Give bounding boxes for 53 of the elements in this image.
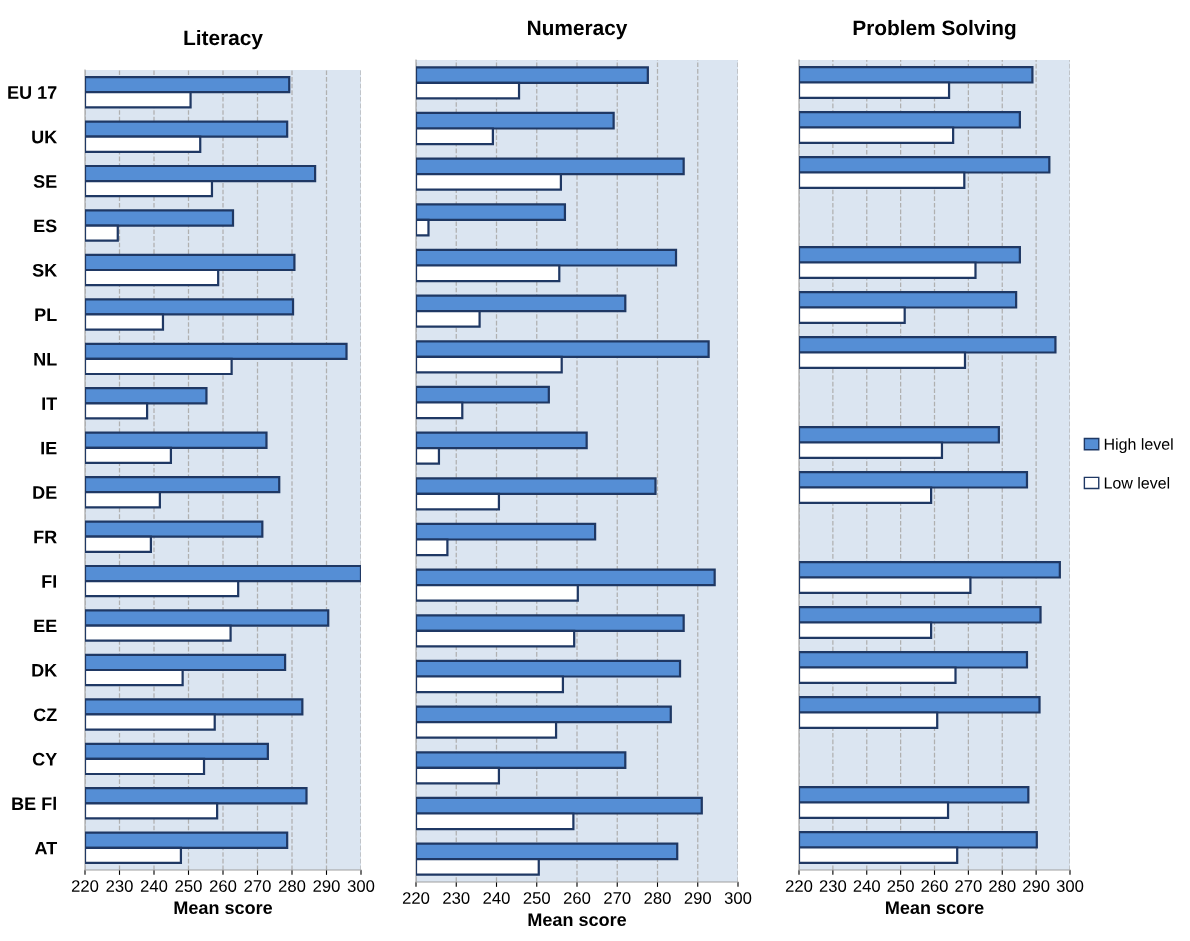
x-tick-label: 220 bbox=[785, 880, 813, 892]
x-tick-label: 280 bbox=[989, 880, 1016, 892]
x-tick-label: 260 bbox=[209, 880, 237, 892]
y-tick-label: EU 17 bbox=[8, 86, 57, 99]
y-tick-label: CZ bbox=[33, 708, 57, 722]
x-tick-label: 270 bbox=[244, 880, 271, 892]
y-tick-label: UK bbox=[32, 130, 58, 144]
x-tick-label: 260 bbox=[921, 880, 948, 892]
x-tick-label: 300 bbox=[347, 880, 375, 892]
x-tick-label: 250 bbox=[887, 880, 914, 892]
x-tick-label: 290 bbox=[313, 880, 340, 892]
x-tick-label: 270 bbox=[604, 892, 631, 904]
chart-title: Numeracy bbox=[528, 20, 628, 40]
legend-label: Low level bbox=[1104, 476, 1170, 489]
x-tick-label: 300 bbox=[1056, 880, 1084, 892]
y-tick-label: IE bbox=[41, 441, 57, 455]
y-tick-label: SK bbox=[32, 263, 58, 277]
x-axis-title: Mean score bbox=[174, 901, 273, 915]
x-tick-label: 300 bbox=[724, 892, 752, 904]
x-tick-label: 290 bbox=[1023, 880, 1050, 892]
x-tick-label: 280 bbox=[278, 880, 306, 892]
x-axis-title: Mean score bbox=[886, 901, 984, 915]
y-tick-label: NL bbox=[34, 353, 57, 366]
y-tick-label: DE bbox=[33, 486, 57, 499]
y-tick-label: FI bbox=[42, 575, 57, 588]
x-tick-label: 280 bbox=[644, 892, 671, 904]
y-tick-label: SE bbox=[33, 175, 57, 188]
x-tick-label: 250 bbox=[175, 880, 202, 892]
x-axis-title: Mean score bbox=[528, 913, 627, 927]
chart-title: Literacy bbox=[184, 29, 263, 50]
chart-title: Problem Solving bbox=[853, 19, 1016, 40]
y-tick-label: AT bbox=[34, 841, 58, 855]
y-tick-label: FR bbox=[34, 530, 57, 544]
x-tick-label: 250 bbox=[523, 892, 550, 904]
y-tick-label: BE Fl bbox=[12, 796, 56, 810]
legend-label: High level bbox=[1104, 438, 1173, 454]
y-tick-label: EE bbox=[34, 619, 57, 633]
x-tick-label: 270 bbox=[955, 880, 982, 892]
x-tick-label: 290 bbox=[684, 892, 711, 904]
y-tick-label: IT bbox=[42, 397, 58, 410]
x-tick-label: 240 bbox=[140, 880, 168, 892]
x-tick-label: 230 bbox=[819, 880, 847, 892]
x-tick-label: 230 bbox=[106, 880, 133, 892]
y-tick-label: DK bbox=[32, 664, 58, 677]
x-tick-label: 240 bbox=[483, 892, 510, 904]
x-tick-label: 240 bbox=[853, 880, 880, 892]
x-tick-label: 220 bbox=[71, 880, 99, 892]
x-tick-label: 220 bbox=[402, 892, 430, 904]
x-tick-label: 230 bbox=[443, 892, 470, 904]
x-tick-label: 260 bbox=[563, 892, 591, 904]
y-tick-label: PL bbox=[35, 308, 57, 321]
y-tick-label: ES bbox=[34, 219, 57, 233]
y-tick-label: CY bbox=[32, 752, 57, 766]
